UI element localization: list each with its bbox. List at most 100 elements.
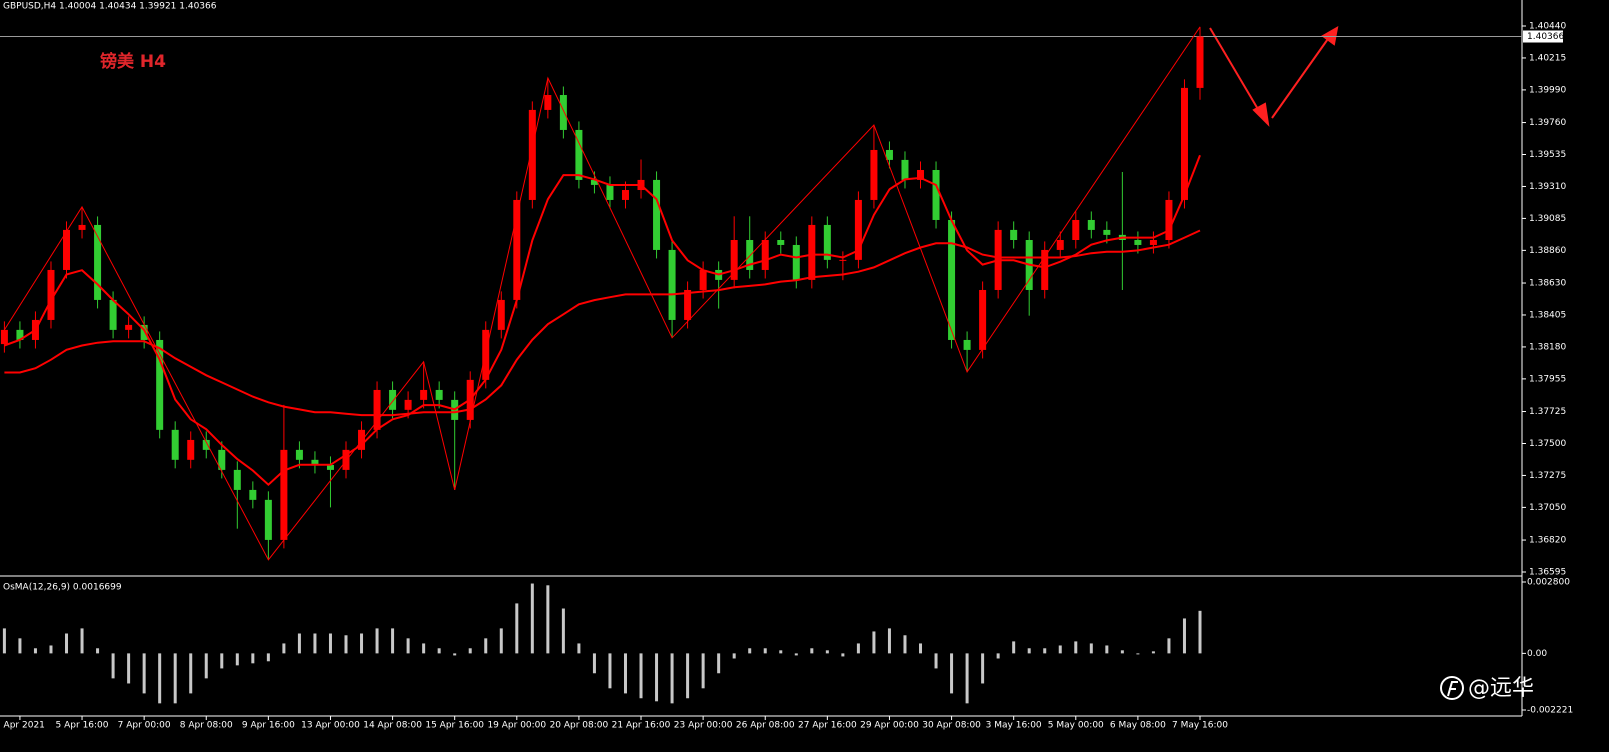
histogram-bar bbox=[111, 653, 115, 679]
candle-body bbox=[358, 429, 366, 450]
candle-body bbox=[590, 179, 598, 185]
histogram-bar bbox=[96, 648, 100, 654]
candle-body bbox=[885, 149, 893, 160]
candle-body bbox=[326, 464, 334, 470]
candle-body bbox=[621, 190, 629, 200]
y-tick-label: 1.40440 bbox=[1529, 22, 1566, 32]
watermark: @远华 bbox=[1468, 676, 1534, 701]
candle-body bbox=[264, 499, 272, 540]
candle-body bbox=[125, 324, 133, 330]
histogram-bar bbox=[1136, 653, 1140, 655]
x-tick-label: 8 Apr 08:00 bbox=[180, 721, 233, 731]
candle-body bbox=[854, 199, 862, 260]
histogram-bar bbox=[623, 653, 627, 694]
x-tick-label: 13 Apr 00:00 bbox=[301, 721, 360, 731]
x-tick-label: 20 Apr 08:00 bbox=[550, 721, 609, 731]
histogram-bar bbox=[825, 650, 829, 654]
histogram-bar bbox=[1027, 648, 1031, 654]
histogram-bar bbox=[1043, 648, 1047, 654]
candle-body bbox=[249, 489, 257, 500]
candle-body bbox=[932, 169, 940, 220]
indicator-title: OsMA(12,26,9) 0.0016699 bbox=[3, 583, 122, 593]
histogram-bar bbox=[1151, 651, 1155, 654]
y-tick-label: 1.37725 bbox=[1529, 407, 1566, 417]
candle-body bbox=[295, 449, 303, 460]
histogram-bar bbox=[65, 633, 69, 654]
candle-body bbox=[1134, 239, 1142, 245]
logo bbox=[1440, 676, 1464, 700]
candle-body bbox=[1149, 239, 1157, 245]
candle-body bbox=[1196, 36, 1204, 88]
y-tick-label: 1.36820 bbox=[1529, 536, 1566, 546]
y-tick-label: -0.002221 bbox=[1527, 706, 1573, 716]
histogram-bar bbox=[1120, 650, 1124, 654]
candle-body bbox=[653, 179, 661, 250]
histogram-bar bbox=[158, 653, 162, 704]
candle-body bbox=[0, 329, 8, 345]
histogram-bar bbox=[561, 608, 565, 654]
y-tick-label: 1.38405 bbox=[1529, 310, 1566, 320]
x-tick-label: 19 Apr 00:00 bbox=[487, 721, 546, 731]
histogram-bar bbox=[639, 653, 643, 699]
candle-body bbox=[389, 389, 397, 410]
candle-body bbox=[171, 429, 179, 460]
candle-body bbox=[528, 109, 536, 200]
histogram-bar bbox=[903, 635, 907, 654]
histogram-bar bbox=[950, 653, 954, 694]
y-tick-label: 1.39535 bbox=[1529, 150, 1566, 160]
moving-average bbox=[4, 229, 1201, 417]
histogram-bar bbox=[360, 633, 364, 654]
candle-body bbox=[342, 449, 350, 470]
candle-body bbox=[761, 239, 769, 270]
candle-body bbox=[917, 169, 925, 180]
histogram-bar bbox=[18, 638, 22, 654]
histogram-bar bbox=[810, 648, 814, 654]
histogram-bar bbox=[794, 653, 798, 656]
candle-body bbox=[730, 239, 738, 280]
histogram-bar bbox=[220, 653, 224, 669]
histogram-bar bbox=[375, 628, 379, 654]
histogram-bar bbox=[717, 653, 721, 674]
candle-body bbox=[544, 95, 552, 110]
histogram-bar bbox=[1012, 641, 1016, 654]
y-tick-label: 1.37275 bbox=[1529, 471, 1566, 481]
candle-body bbox=[1087, 219, 1095, 230]
x-tick-label: 7 Apr 00:00 bbox=[118, 721, 171, 731]
histogram-bar bbox=[515, 603, 519, 654]
candle-body bbox=[140, 324, 148, 340]
y-tick-label: 1.39990 bbox=[1529, 85, 1566, 95]
x-tick-label: 26 Apr 08:00 bbox=[736, 721, 795, 731]
y-tick-label: 1.36595 bbox=[1529, 568, 1566, 578]
candle-body bbox=[187, 439, 195, 460]
histogram-bar bbox=[422, 643, 426, 654]
candle-body bbox=[1072, 219, 1080, 240]
x-tick-label: 2 Apr 2021 bbox=[0, 721, 45, 731]
histogram-bar bbox=[189, 653, 193, 694]
histogram-bar bbox=[391, 628, 395, 654]
forecast-arrow bbox=[1209, 26, 1339, 127]
histogram-bar bbox=[856, 643, 860, 654]
histogram-bar bbox=[1167, 638, 1171, 654]
candle-body bbox=[823, 224, 831, 260]
y-tick-label: 0.00 bbox=[1527, 649, 1547, 659]
histogram-bar bbox=[763, 648, 767, 654]
x-tick-label: 23 Apr 00:00 bbox=[674, 721, 733, 731]
arrow-head bbox=[1321, 26, 1339, 46]
candle-body bbox=[901, 159, 909, 180]
histogram-bar bbox=[282, 643, 286, 654]
candle-body bbox=[808, 224, 816, 280]
logo-circle bbox=[1440, 676, 1464, 700]
histogram-bar bbox=[732, 653, 736, 659]
histogram-bar bbox=[468, 648, 472, 654]
histogram-bar bbox=[235, 653, 239, 666]
candle-body bbox=[684, 289, 692, 320]
x-tick-label: 6 May 08:00 bbox=[1110, 721, 1166, 731]
candle-body bbox=[233, 469, 241, 490]
candle-body bbox=[16, 329, 24, 340]
x-tick-label: 15 Apr 16:00 bbox=[425, 721, 484, 731]
histogram-bar bbox=[655, 653, 659, 702]
candle-body bbox=[575, 129, 583, 180]
last-price-label: 1.40366 bbox=[1527, 32, 1564, 42]
histogram-bar bbox=[919, 643, 923, 654]
histogram-bar bbox=[344, 635, 348, 654]
